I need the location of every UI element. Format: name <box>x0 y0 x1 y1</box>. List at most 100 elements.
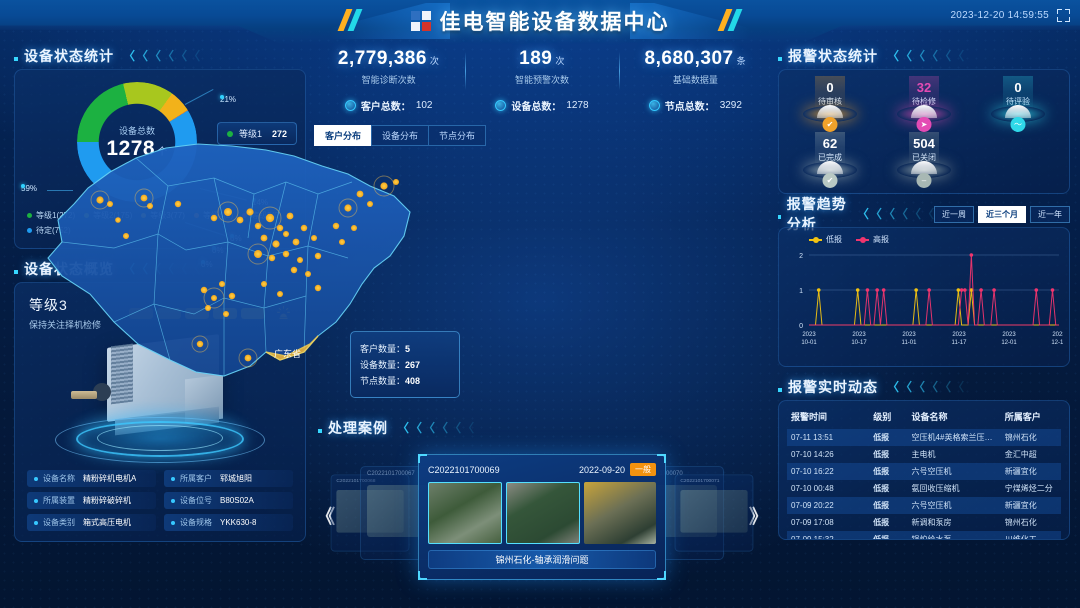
case-photo-2[interactable] <box>506 482 580 544</box>
motor-shaft <box>71 391 97 399</box>
donut-percent-1: 21% <box>220 95 237 104</box>
chevron-left-decor-icon-3: 〈〈〈〈〈〈 <box>397 421 475 435</box>
alarm-pod-待评验[interactable]: 0 待评验 〜 <box>971 76 1065 132</box>
rt-col-0: 报警时间 <box>791 412 828 422</box>
kpi-stats-row: 2,779,386 次智能诊断次数 189 次智能预警次数 8,680,307 条基础数据… <box>312 48 772 90</box>
china-map[interactable]: 广东省 客户数量：5 设备数量：267 节点数量：408 <box>18 108 460 408</box>
table-row[interactable]: 07-10 00:48 低报 氨回收压缩机 宁煤烯烃二分 <box>787 480 1061 497</box>
case-id: C2022101700069 <box>428 464 500 475</box>
rt-cell-0: 07-09 17:08 <box>791 518 834 527</box>
realtime-table-header: 报警时间 级别 设备名称 所属客户 <box>787 407 1061 429</box>
alarm-pod-已关闭[interactable]: 504 已关闭 – <box>877 132 971 188</box>
realtime-alarm-table: 报警时间 级别 设备名称 所属客户 07-11 13:51 低报 空压机4#英格索兰压缩机… <box>787 407 1061 539</box>
table-row[interactable]: 07-09 20:22 低报 六号空压机 新疆宜化 <box>787 497 1061 514</box>
kpi-value: 2,779,386 次 <box>337 48 440 69</box>
chevron-left-decor-icon-4: 〈〈〈〈〈〈 <box>887 49 965 63</box>
svg-text:0: 0 <box>799 323 803 330</box>
info-key: 设备名称 <box>43 474 75 483</box>
svg-text:10-01: 10-01 <box>801 340 817 346</box>
info-value: B80S02A <box>220 496 254 505</box>
tooltip-color-swatch <box>226 130 233 137</box>
rt-cell-2: 空压机4#英格索兰压缩机 <box>907 429 1001 446</box>
info-key: 设备类别 <box>43 518 75 527</box>
case-card-active[interactable]: C2022101700069 2022-09-20 一般 锦州石化-轴承润滑问题 <box>418 454 666 580</box>
alarm-status-pods: 0 待审核 ✔ 32 待检修 ➤ 0 待评验 〜 62 已完成 ✔ 504 <box>783 76 1065 188</box>
donut-legend-item-5[interactable]: 待定(752) <box>27 225 71 236</box>
trend-legend-低报[interactable]: 低报 <box>809 234 842 245</box>
device-info-item-1: 所属客户 郓城旭阳 <box>164 470 293 487</box>
svg-text:12-01: 12-01 <box>1001 340 1017 346</box>
svg-text:11-17: 11-17 <box>952 340 968 346</box>
case-photo-1[interactable] <box>428 482 502 544</box>
bullet-icon <box>171 476 175 481</box>
holo-pedestal <box>55 399 265 463</box>
title-dot-icon-6 <box>778 388 782 392</box>
map-tab-0[interactable]: 客户分布 <box>314 125 372 146</box>
rt-cell-3: 金汇中超 <box>1004 450 1037 459</box>
corner-decor-br <box>657 571 666 580</box>
table-row[interactable]: 07-10 16:22 低报 六号空压机 新疆宜化 <box>787 463 1061 480</box>
title-dot-icon-3 <box>318 429 322 433</box>
kpi-sub-2: 节点总数： 3292 <box>619 98 772 113</box>
pod-label: 待审核 <box>817 97 842 106</box>
map-tooltip-row-0: 客户数量：5 <box>360 344 411 354</box>
legend-label: 待定(752) <box>36 226 71 235</box>
rt-cell-3: 宁煤烯烃二分 <box>1004 484 1053 493</box>
realtime-title: 报警实时动态 〈〈〈〈〈〈 <box>778 377 1070 397</box>
trend-range-2[interactable]: 近一年 <box>1030 205 1070 223</box>
svg-text:1: 1 <box>799 288 803 295</box>
case-photo-strip <box>428 482 656 544</box>
page-title: 佳电智能设备数据中心 <box>439 11 670 34</box>
globe-icon <box>648 100 660 111</box>
table-row[interactable]: 07-10 14:26 低报 主电机 金汇中超 <box>787 446 1061 463</box>
cases-title-text: 处理案例 <box>328 420 388 436</box>
donut-percent-6: 59% <box>21 184 38 193</box>
fullscreen-icon[interactable] <box>1057 9 1070 22</box>
device-info-grid: 设备名称 精粉碎机电机A 所属客户 郓城旭阳 所属装置 精粉碎破碎机 设备位号 B80S02A… <box>27 470 293 531</box>
case-card-side-4[interactable]: C2022101700071 <box>674 474 754 552</box>
donut-legend-item-0[interactable]: 等级1(272) <box>27 210 75 221</box>
map-tab-2[interactable]: 节点分布 <box>428 125 487 146</box>
legend-line <box>856 236 869 243</box>
trend-legend-高报[interactable]: 高报 <box>856 234 889 245</box>
kpi-value: 8,680,307 条 <box>644 48 747 69</box>
trend-range-buttons[interactable]: 近一周 近三个月 近一年 <box>934 205 1070 223</box>
realtime-card[interactable]: 报警时间 级别 设备名称 所属客户 07-11 13:51 低报 空压机4#英格索兰压缩机… <box>778 400 1070 540</box>
rt-cell-3: 新疆宜化 <box>1000 463 1061 480</box>
pod-value: 62 <box>822 136 838 151</box>
device-info-item-2: 所属装置 精粉碎破碎机 <box>27 492 156 509</box>
table-row[interactable]: 07-09 17:08 低报 新调和泵房 锦州石化 <box>787 514 1061 531</box>
legend-line <box>809 236 822 243</box>
kpi-caption: 智能预警次数 <box>514 75 569 85</box>
pod-dome <box>1004 105 1031 118</box>
rt-cell-0: 07-10 16:22 <box>787 463 870 480</box>
shield-check-icon: ✔ <box>822 117 838 132</box>
cases-prev-button[interactable]: 《 <box>316 507 336 528</box>
kpi-unit: 次 <box>429 56 440 66</box>
case-severity-badge: 一般 <box>630 463 656 476</box>
header-datetime: 2023-12-20 14:59:55 <box>950 10 1049 21</box>
map-distribution-tabs[interactable]: 客户分布 设备分布 节点分布 <box>314 125 772 146</box>
alarm-pod-待审核[interactable]: 0 待审核 ✔ <box>783 76 877 132</box>
trend-range-1[interactable]: 近三个月 <box>978 205 1026 223</box>
case-photo-3[interactable] <box>584 482 656 544</box>
kpi-caption: 智能诊断次数 <box>361 75 416 85</box>
map-tab-1[interactable]: 设备分布 <box>371 125 429 146</box>
device-info-item-0: 设备名称 精粉碎机电机A <box>27 470 156 487</box>
donut-center-value: 1278 <box>106 136 156 160</box>
trend-line-chart[interactable]: 0 1 2 2023 10-01 2023 10-17 2023 11-01 2023 11-17 2… <box>787 245 1067 355</box>
alarm-pod-待检修[interactable]: 32 待检修 ➤ <box>877 76 971 132</box>
trend-range-0[interactable]: 近一周 <box>934 205 974 223</box>
case-thumb <box>680 490 748 533</box>
cases-next-button[interactable]: 》 <box>748 507 768 528</box>
bullet-icon <box>171 498 175 503</box>
rt-cell-2: 六号空压机 <box>907 497 1001 514</box>
alarm-pod-已完成[interactable]: 62 已完成 ✔ <box>783 132 877 188</box>
legend-dot <box>859 236 866 243</box>
pod-value: 0 <box>1014 80 1022 95</box>
info-key: 设备位号 <box>180 496 212 505</box>
table-row[interactable]: 07-09 15:32 低报 锅炉给水泵 川维化工 <box>787 531 1061 539</box>
table-row[interactable]: 07-11 13:51 低报 空压机4#英格索兰压缩机 锦州石化 <box>787 429 1061 446</box>
rt-cell-3: 锦州石化 <box>1000 429 1061 446</box>
kpi-stat-2: 8,680,307 条基础数据量 <box>618 48 772 90</box>
